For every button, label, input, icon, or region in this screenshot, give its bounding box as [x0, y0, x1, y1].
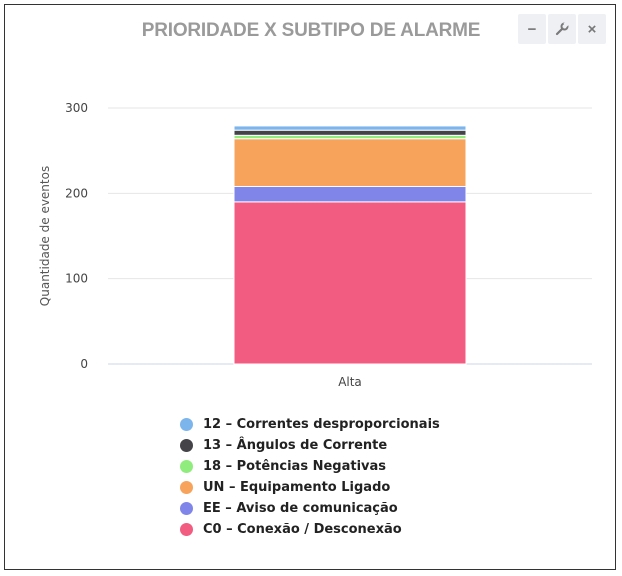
bar-segment: [233, 201, 467, 365]
y-tick-label: 300: [65, 101, 88, 115]
legend-item[interactable]: 13 – Ângulos de Corrente: [180, 435, 440, 456]
x-tick-label: Alta: [338, 375, 362, 389]
settings-button[interactable]: [548, 14, 576, 44]
legend-marker: [180, 418, 193, 431]
legend-item[interactable]: UN – Equipamento Ligado: [180, 477, 440, 498]
y-tick-label: 200: [65, 186, 88, 200]
legend-label: 12 – Correntes desproporcionais: [203, 417, 440, 432]
chart-title: PRIORIDADE X SUBTIPO DE ALARME: [141, 20, 481, 41]
legend-item[interactable]: EE – Aviso de comunicação: [180, 498, 440, 519]
wrench-icon: [555, 22, 569, 36]
bar-segment: [233, 186, 467, 203]
legend-label: C0 – Conexão / Desconexão: [203, 522, 402, 537]
bar-segment: [233, 125, 467, 131]
legend-label: UN – Equipamento Ligado: [203, 480, 391, 495]
bar-segment: [233, 129, 467, 136]
legend-marker: [180, 460, 193, 473]
minimize-icon: −: [527, 20, 537, 38]
close-icon: ×: [587, 20, 597, 38]
legend-label: EE – Aviso de comunicação: [203, 501, 398, 516]
y-axis-title: Quantidade de eventos: [38, 166, 52, 306]
legend-marker: [180, 439, 193, 452]
legend-item[interactable]: C0 – Conexão / Desconexão: [180, 519, 440, 540]
y-tick-label: 0: [80, 357, 88, 371]
legend-label: 18 – Potências Negativas: [203, 459, 387, 474]
legend-marker: [180, 523, 193, 536]
legend-item[interactable]: 12 – Correntes desproporcionais: [180, 414, 440, 435]
chart-legend: 12 – Correntes desproporcionais 13 – Ângu…: [180, 414, 440, 540]
bar-segment: [233, 134, 467, 140]
legend-marker: [180, 502, 193, 515]
legend-item[interactable]: 18 – Potências Negativas: [180, 456, 440, 477]
legend-label: 13 – Ângulos de Corrente: [203, 438, 388, 453]
bar-segment: [233, 138, 467, 188]
minimize-button[interactable]: −: [518, 14, 546, 44]
legend-marker: [180, 481, 193, 494]
close-button[interactable]: ×: [578, 14, 606, 44]
y-tick-label: 100: [65, 272, 88, 286]
